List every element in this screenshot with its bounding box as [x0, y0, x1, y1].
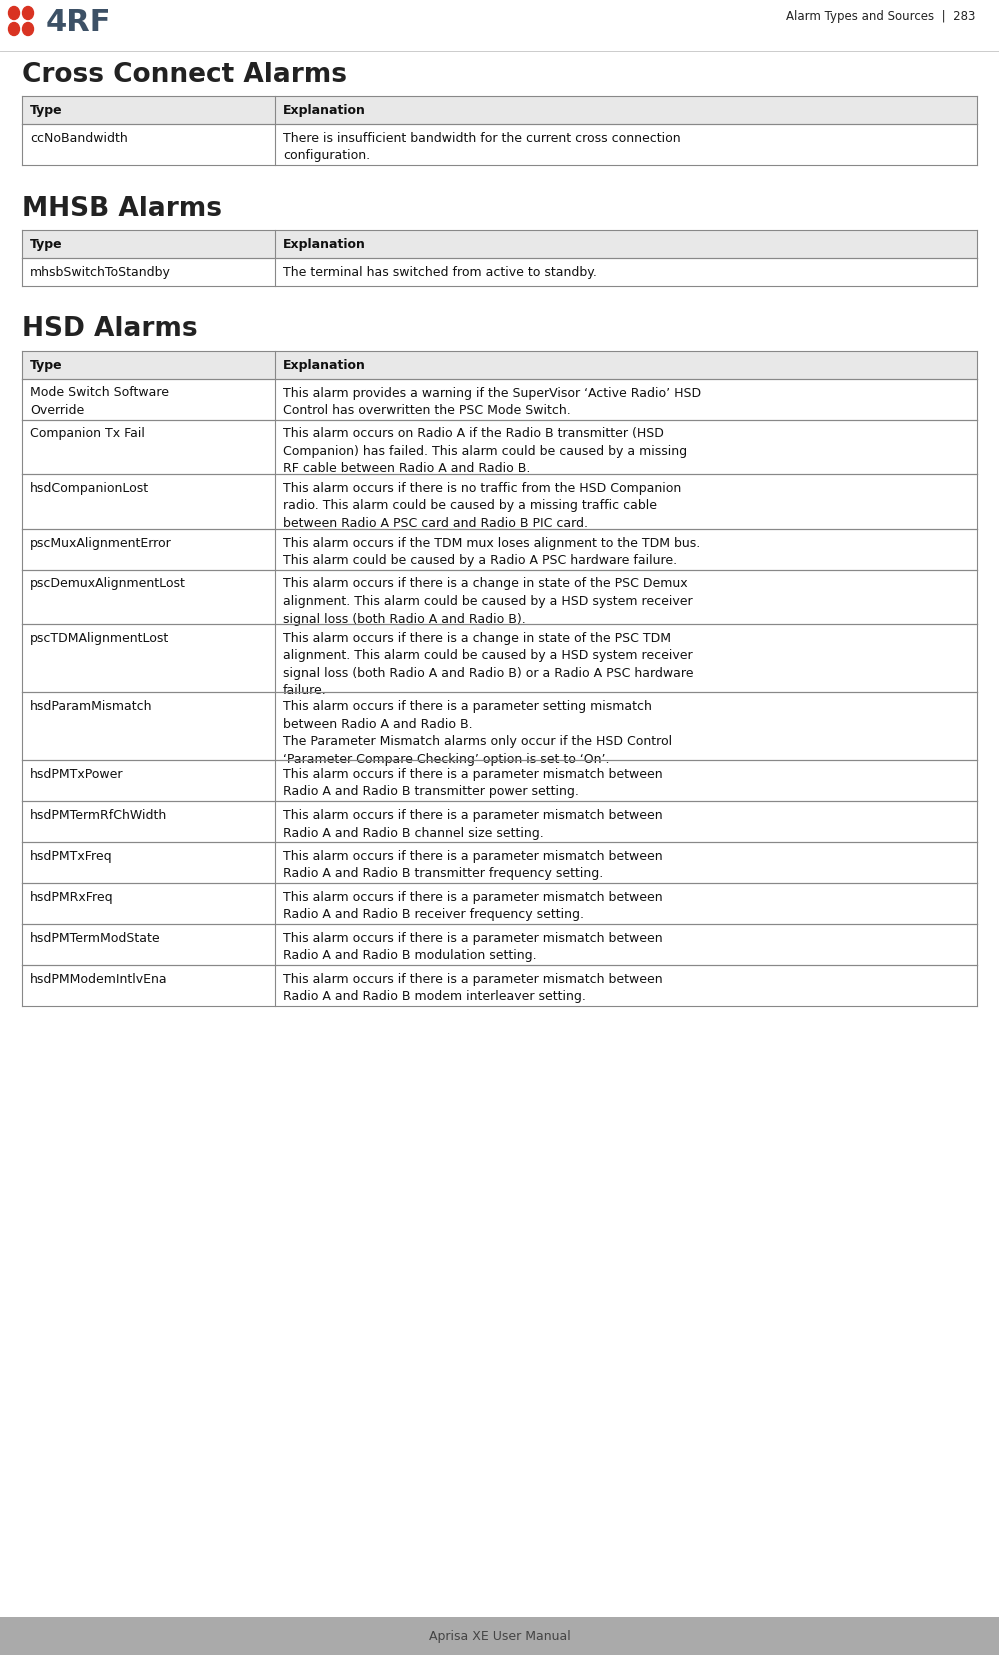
- Text: This alarm occurs if there is a parameter setting mismatch
between Radio A and R: This alarm occurs if there is a paramete…: [283, 700, 672, 765]
- Text: Mode Switch Software
Override: Mode Switch Software Override: [30, 386, 169, 417]
- Bar: [22, 884, 977, 925]
- Text: This alarm occurs if there is a parameter mismatch between
Radio A and Radio B t: This alarm occurs if there is a paramete…: [283, 849, 662, 880]
- Text: hsdPMTxPower: hsdPMTxPower: [30, 768, 124, 781]
- Text: This alarm occurs if there is a parameter mismatch between
Radio A and Radio B c: This alarm occurs if there is a paramete…: [283, 809, 662, 839]
- Text: pscTDMAlignmentLost: pscTDMAlignmentLost: [30, 632, 169, 644]
- Ellipse shape: [9, 8, 20, 20]
- Text: Cross Connect Alarms: Cross Connect Alarms: [22, 61, 347, 88]
- Text: mhsbSwitchToStandby: mhsbSwitchToStandby: [30, 266, 171, 278]
- Text: hsdPMTxFreq: hsdPMTxFreq: [30, 849, 113, 862]
- Text: MHSB Alarms: MHSB Alarms: [22, 195, 222, 222]
- Bar: [22, 530, 977, 571]
- Text: hsdPMModemIntlvEna: hsdPMModemIntlvEna: [30, 973, 168, 985]
- Bar: [22, 842, 977, 884]
- Bar: [22, 624, 977, 692]
- Bar: [22, 379, 977, 420]
- Text: This alarm occurs if there is a change in state of the PSC TDM
alignment. This a: This alarm occurs if there is a change i…: [283, 632, 693, 697]
- Text: HSD Alarms: HSD Alarms: [22, 316, 198, 343]
- Text: There is insufficient bandwidth for the current cross connection
configuration.: There is insufficient bandwidth for the …: [283, 132, 680, 162]
- Bar: [22, 761, 977, 801]
- Text: This alarm occurs if there is a parameter mismatch between
Radio A and Radio B t: This alarm occurs if there is a paramete…: [283, 768, 662, 798]
- Text: Explanation: Explanation: [283, 357, 366, 371]
- Text: Explanation: Explanation: [283, 104, 366, 118]
- Ellipse shape: [23, 23, 34, 36]
- Text: Type: Type: [30, 357, 63, 371]
- Bar: [22, 258, 977, 286]
- Text: Type: Type: [30, 238, 63, 252]
- Bar: [22, 801, 977, 842]
- Text: This alarm occurs if there is no traffic from the HSD Companion
radio. This alar: This alarm occurs if there is no traffic…: [283, 482, 681, 530]
- Bar: [22, 230, 977, 258]
- Text: hsdPMTermRfChWidth: hsdPMTermRfChWidth: [30, 809, 167, 821]
- Text: This alarm occurs on Radio A if the Radio B transmitter (HSD
Companion) has fail: This alarm occurs on Radio A if the Radi…: [283, 427, 687, 475]
- Text: This alarm provides a warning if the SuperVisor ‘Active Radio’ HSD
Control has o: This alarm provides a warning if the Sup…: [283, 386, 701, 417]
- Text: pscDemuxAlignmentLost: pscDemuxAlignmentLost: [30, 578, 186, 591]
- Bar: [22, 351, 977, 379]
- Text: Alarm Types and Sources  |  283: Alarm Types and Sources | 283: [785, 10, 975, 23]
- Bar: [22, 571, 977, 624]
- Bar: [22, 692, 977, 761]
- Text: Companion Tx Fail: Companion Tx Fail: [30, 427, 145, 440]
- Bar: [22, 420, 977, 475]
- Text: This alarm occurs if there is a parameter mismatch between
Radio A and Radio B r: This alarm occurs if there is a paramete…: [283, 890, 662, 920]
- Bar: [22, 925, 977, 965]
- Bar: [22, 98, 977, 124]
- Text: This alarm occurs if the TDM mux loses alignment to the TDM bus.
This alarm coul: This alarm occurs if the TDM mux loses a…: [283, 536, 700, 566]
- Text: Aprisa XE User Manual: Aprisa XE User Manual: [429, 1630, 570, 1642]
- Bar: [22, 124, 977, 166]
- Ellipse shape: [9, 23, 20, 36]
- Ellipse shape: [23, 8, 34, 20]
- Text: Explanation: Explanation: [283, 238, 366, 252]
- Text: This alarm occurs if there is a change in state of the PSC Demux
alignment. This: This alarm occurs if there is a change i…: [283, 578, 692, 626]
- Text: Type: Type: [30, 104, 63, 118]
- Text: hsdPMRxFreq: hsdPMRxFreq: [30, 890, 114, 904]
- Bar: [22, 965, 977, 1006]
- Text: hsdPMTermModState: hsdPMTermModState: [30, 932, 161, 945]
- Bar: [0, 1617, 999, 1655]
- Text: hsdParamMismatch: hsdParamMismatch: [30, 700, 153, 713]
- Text: 4RF: 4RF: [46, 8, 112, 36]
- Text: This alarm occurs if there is a parameter mismatch between
Radio A and Radio B m: This alarm occurs if there is a paramete…: [283, 973, 662, 1003]
- Text: pscMuxAlignmentError: pscMuxAlignmentError: [30, 536, 172, 549]
- Bar: [22, 475, 977, 530]
- Text: This alarm occurs if there is a parameter mismatch between
Radio A and Radio B m: This alarm occurs if there is a paramete…: [283, 932, 662, 962]
- Text: ccNoBandwidth: ccNoBandwidth: [30, 132, 128, 146]
- Text: The terminal has switched from active to standby.: The terminal has switched from active to…: [283, 266, 597, 278]
- Text: hsdCompanionLost: hsdCompanionLost: [30, 482, 149, 495]
